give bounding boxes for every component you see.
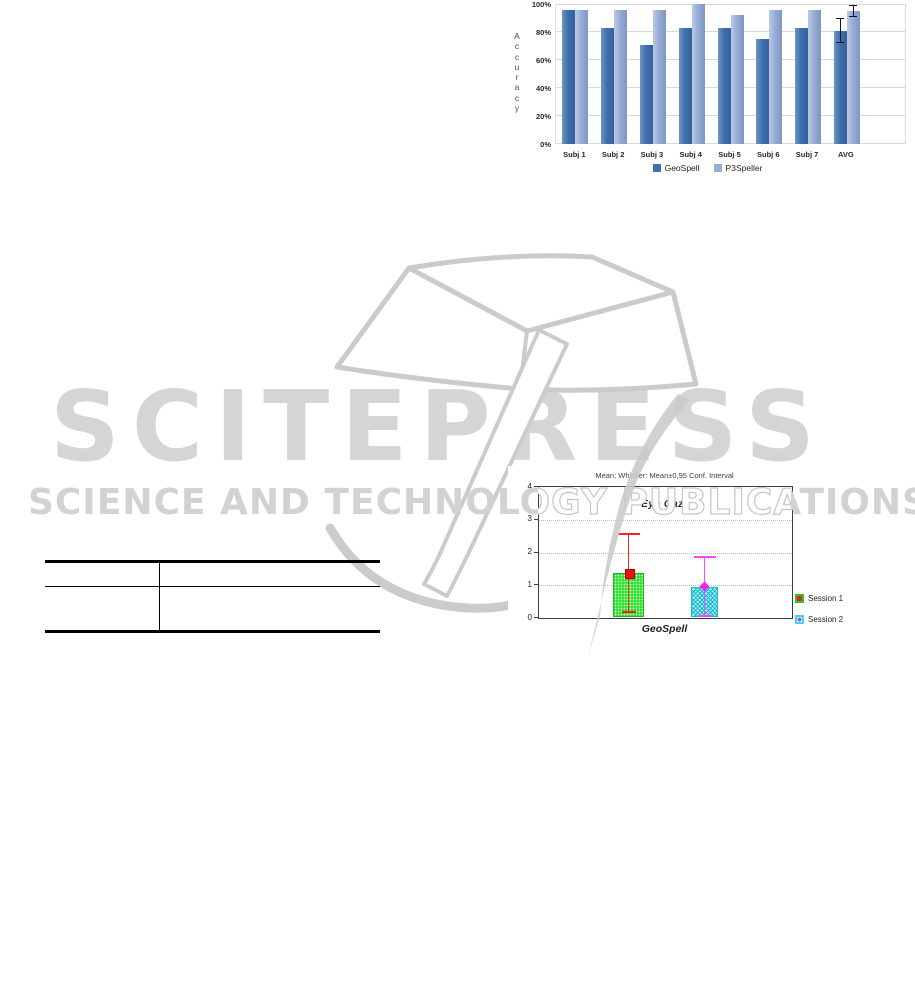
- error-bar-cap: [836, 17, 845, 20]
- book-spine-lines: [407, 265, 674, 334]
- watermark-brand-text: SCITEPRESS: [50, 370, 827, 483]
- whisker-cap-top: [617, 532, 640, 535]
- table-cell: [45, 587, 160, 630]
- gridline: [539, 552, 792, 554]
- y-tick-label: 0%: [540, 139, 551, 149]
- table-top-border: [45, 560, 380, 563]
- bar-p3speller: [808, 9, 822, 144]
- y-tick-mark: [534, 551, 538, 553]
- table-cell: [45, 563, 160, 586]
- y-tick-label: 60%: [535, 55, 551, 65]
- y-tick-label: 1: [527, 579, 532, 589]
- error-bar-cap: [849, 4, 858, 7]
- table-row-divider: [45, 586, 380, 587]
- y-tick-label: 40%: [535, 83, 551, 93]
- y-tick-label: 4: [527, 481, 532, 491]
- legend-marker-icon: [795, 594, 804, 603]
- whisker-cap-bottom: [697, 614, 712, 617]
- table-bottom-border: [45, 630, 380, 633]
- error-bar-line: [852, 5, 855, 17]
- y-tick-label: 100%: [531, 0, 551, 9]
- y-tick-mark: [534, 617, 538, 618]
- legend-item: Session 1: [795, 594, 843, 603]
- bar-geospell: [678, 27, 692, 144]
- bar-p3speller: [730, 15, 744, 144]
- error-bar-cap: [849, 15, 858, 18]
- accuracy-y-axis-label: A c c u r a c y: [514, 31, 520, 114]
- gridline: [539, 585, 792, 587]
- x-tick-label: Subj 7: [795, 150, 819, 159]
- accuracy-x-tick-labels: Subj 1 Subj 2 Subj 3 Subj 4 Subj 5 Subj 6 Subj…: [555, 150, 904, 160]
- whisker-chart-title: Mean; Whisker: Mean±0,95 Conf. Interval: [595, 471, 734, 480]
- x-tick-label: Subj 4: [679, 150, 702, 159]
- table-cell: [160, 563, 380, 586]
- y-tick-label: 2: [527, 547, 532, 556]
- bar-geospell: [562, 9, 576, 144]
- empty-table: [45, 560, 380, 633]
- bar-geospell: [639, 44, 653, 144]
- bar-geospell: [833, 30, 847, 144]
- bar-p3speller: [652, 9, 666, 144]
- bar-p3speller: [769, 9, 783, 144]
- table-cell: [160, 587, 380, 630]
- bar-p3speller: [575, 9, 589, 144]
- gridline: [556, 4, 905, 5]
- y-tick-label: 80%: [535, 27, 551, 37]
- bar-geospell: [756, 39, 770, 144]
- mean-marker-square: [624, 568, 635, 579]
- whisker-cap-bottom: [621, 611, 636, 614]
- accuracy-plot: [555, 4, 906, 144]
- legend-swatch-icon: [713, 164, 722, 172]
- bar-p3speller: [691, 4, 705, 144]
- watermark-tagline: SCIENCE AND TECHNOLOGY PUBLICATIONS: [28, 482, 915, 523]
- legend-marker-icon: [795, 615, 804, 624]
- legend-item: GeoSpell: [652, 163, 700, 173]
- accuracy-bar-chart: A c c u r a c y 0% 20% 40% 60% 80% 100% Subj …: [503, 0, 915, 186]
- y-tick-label: 20%: [535, 111, 551, 121]
- legend-label: Session 1: [808, 594, 844, 603]
- x-tick-label: Subj 6: [757, 150, 780, 159]
- x-tick-label: Subj 3: [640, 150, 664, 159]
- bar-geospell: [795, 27, 809, 144]
- legend-label: P3Speller: [725, 163, 763, 173]
- bar-geospell: [601, 27, 615, 144]
- y-tick-mark: [534, 486, 538, 487]
- y-tick-mark: [534, 584, 538, 586]
- x-tick-label: AVG: [837, 150, 854, 159]
- table-row: [45, 587, 380, 630]
- x-tick-label: Subj 5: [718, 150, 741, 159]
- x-tick-label: Subj 1: [563, 150, 586, 159]
- legend-label: Session 2: [808, 615, 844, 624]
- x-tick-label: Subj 2: [601, 150, 625, 159]
- error-bar-cap: [836, 41, 845, 44]
- y-tick-label: 3: [527, 514, 532, 524]
- table-row: [45, 563, 380, 586]
- watermark-tagline-right: SCIENCE AND TECHNOLOGY PUBLICATIONS: [28, 482, 915, 523]
- bar-p3speller: [846, 11, 860, 144]
- accuracy-legend: GeoSpell P3Speller: [533, 163, 882, 173]
- error-bar-line: [839, 18, 842, 43]
- legend-item: P3Speller: [713, 163, 763, 173]
- legend-swatch-icon: [652, 164, 661, 172]
- legend-label: GeoSpell: [664, 163, 700, 173]
- y-tick-label: 0: [527, 612, 532, 622]
- legend-item: Session 2: [795, 615, 843, 624]
- bar-p3speller: [614, 9, 628, 144]
- y-tick-mark: [534, 518, 538, 520]
- whisker-x-axis-label: GeoSpell: [641, 623, 688, 635]
- whisker-cap-top: [693, 556, 716, 559]
- bar-geospell: [717, 27, 731, 144]
